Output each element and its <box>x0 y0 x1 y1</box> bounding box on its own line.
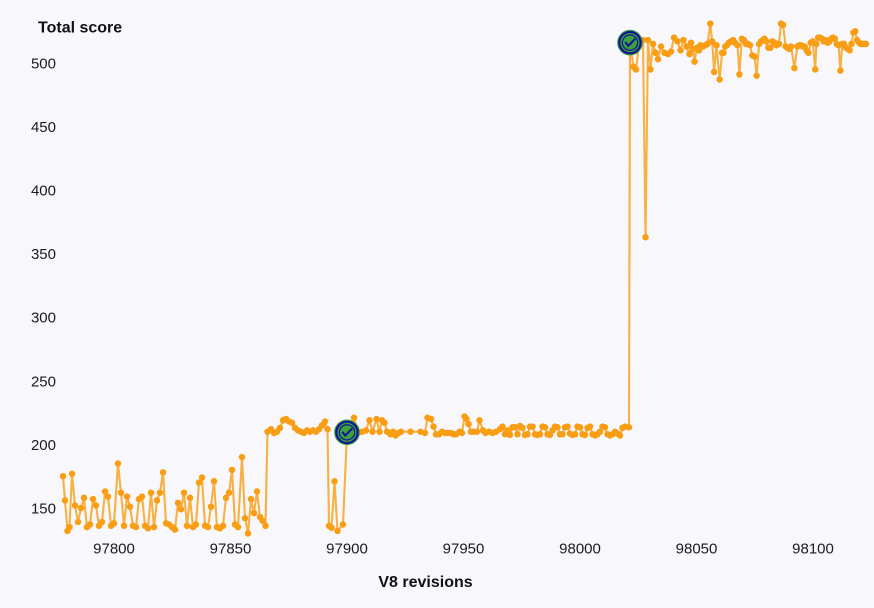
svg-text:V8 revisions: V8 revisions <box>378 574 472 591</box>
svg-text:98050: 98050 <box>676 541 718 558</box>
svg-text:150: 150 <box>31 500 56 517</box>
svg-text:350: 350 <box>31 246 56 263</box>
svg-text:400: 400 <box>31 183 56 200</box>
svg-text:Total score: Total score <box>38 20 122 37</box>
svg-text:98000: 98000 <box>559 541 601 558</box>
svg-text:98100: 98100 <box>792 541 834 558</box>
svg-text:97950: 97950 <box>443 541 485 558</box>
svg-text:250: 250 <box>31 373 56 390</box>
svg-text:450: 450 <box>31 119 56 136</box>
svg-text:300: 300 <box>31 310 56 327</box>
svg-text:200: 200 <box>31 437 56 454</box>
svg-text:500: 500 <box>31 55 56 72</box>
svg-text:97900: 97900 <box>326 541 368 558</box>
svg-text:97800: 97800 <box>93 541 135 558</box>
svg-text:97850: 97850 <box>210 541 252 558</box>
